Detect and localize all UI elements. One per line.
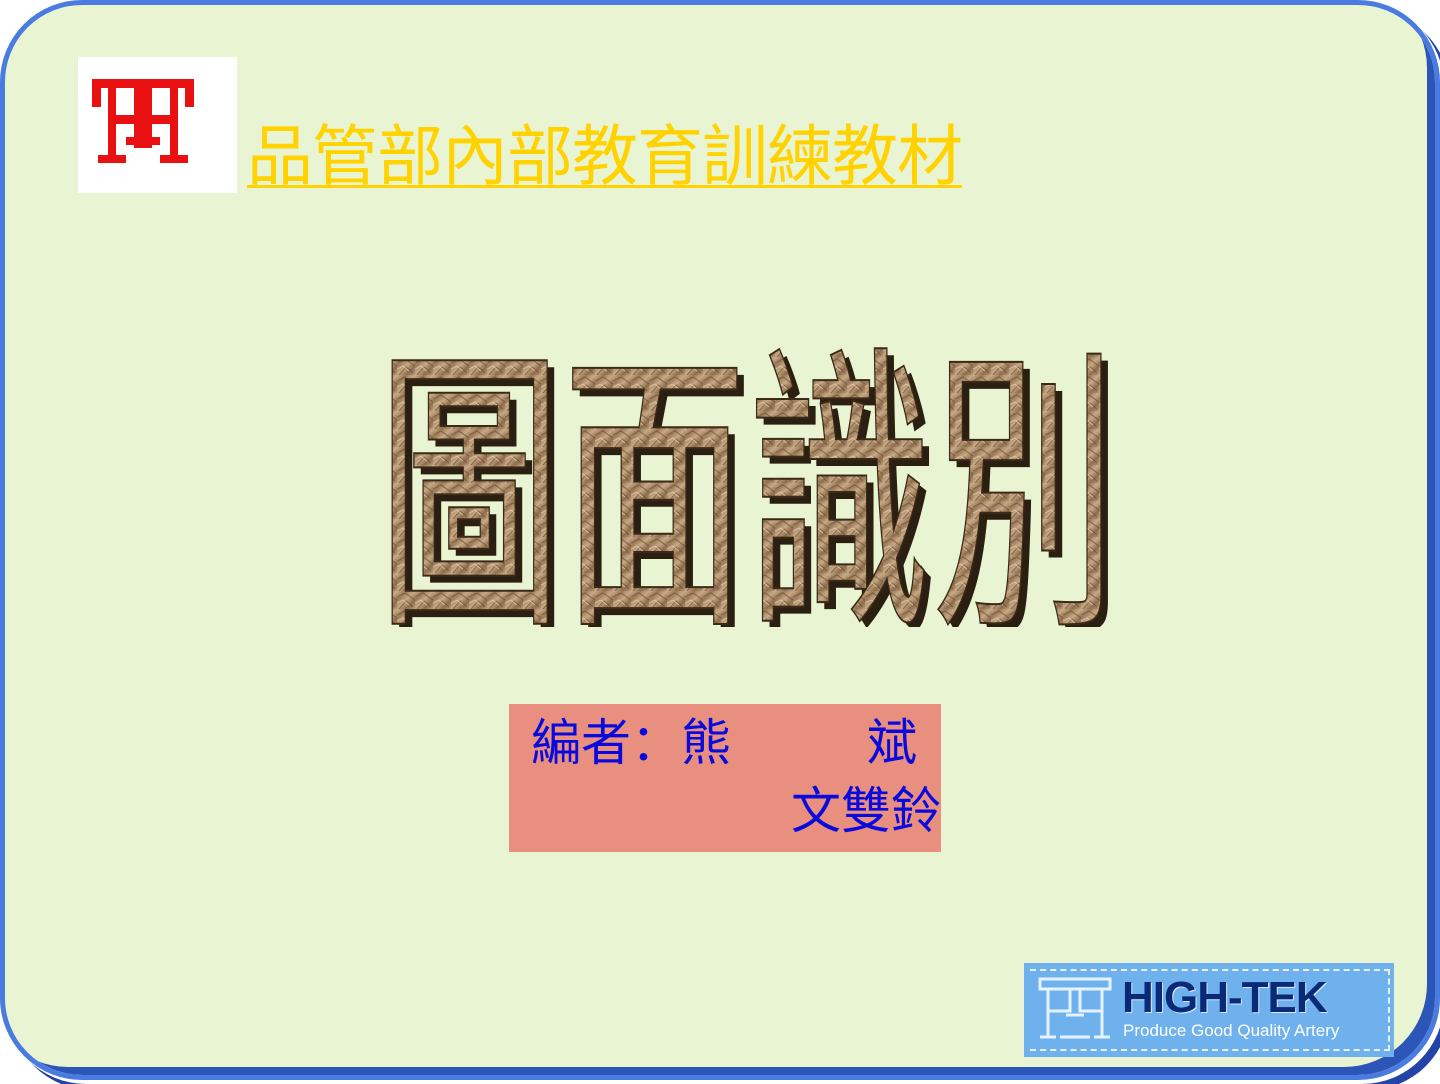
main-title: 圖面識別 圖面識別 [361, 267, 1141, 678]
author-box: 編者：熊 斌 文雙鈴 [509, 704, 941, 852]
header-title-link[interactable]: 品管部內部教育訓練教材 [247, 118, 963, 195]
author-label: 編者：熊 [531, 714, 731, 772]
main-title-shadow: 圖面識別 [384, 329, 1124, 627]
author-line-1: 編者：熊 斌 [531, 712, 917, 774]
author-name-2: 文雙鈴 [791, 782, 941, 840]
main-title-text: 圖面識別 [377, 322, 1117, 627]
red-company-emblem-icon [92, 79, 194, 163]
main-title-art: 圖面識別 圖面識別 [376, 321, 1124, 678]
brand-tagline: Produce Good Quality Artery [1123, 1021, 1340, 1040]
brand-logo-box: HIGH-TEK Produce Good Quality Artery [1024, 963, 1394, 1057]
brand-dashed-border [1030, 969, 1390, 1051]
high-tek-logo-icon [1038, 977, 1112, 1039]
author-name-1-rest: 斌 [867, 714, 917, 772]
brand-name: HIGH-TEK [1122, 973, 1328, 1022]
company-logo [78, 57, 237, 193]
